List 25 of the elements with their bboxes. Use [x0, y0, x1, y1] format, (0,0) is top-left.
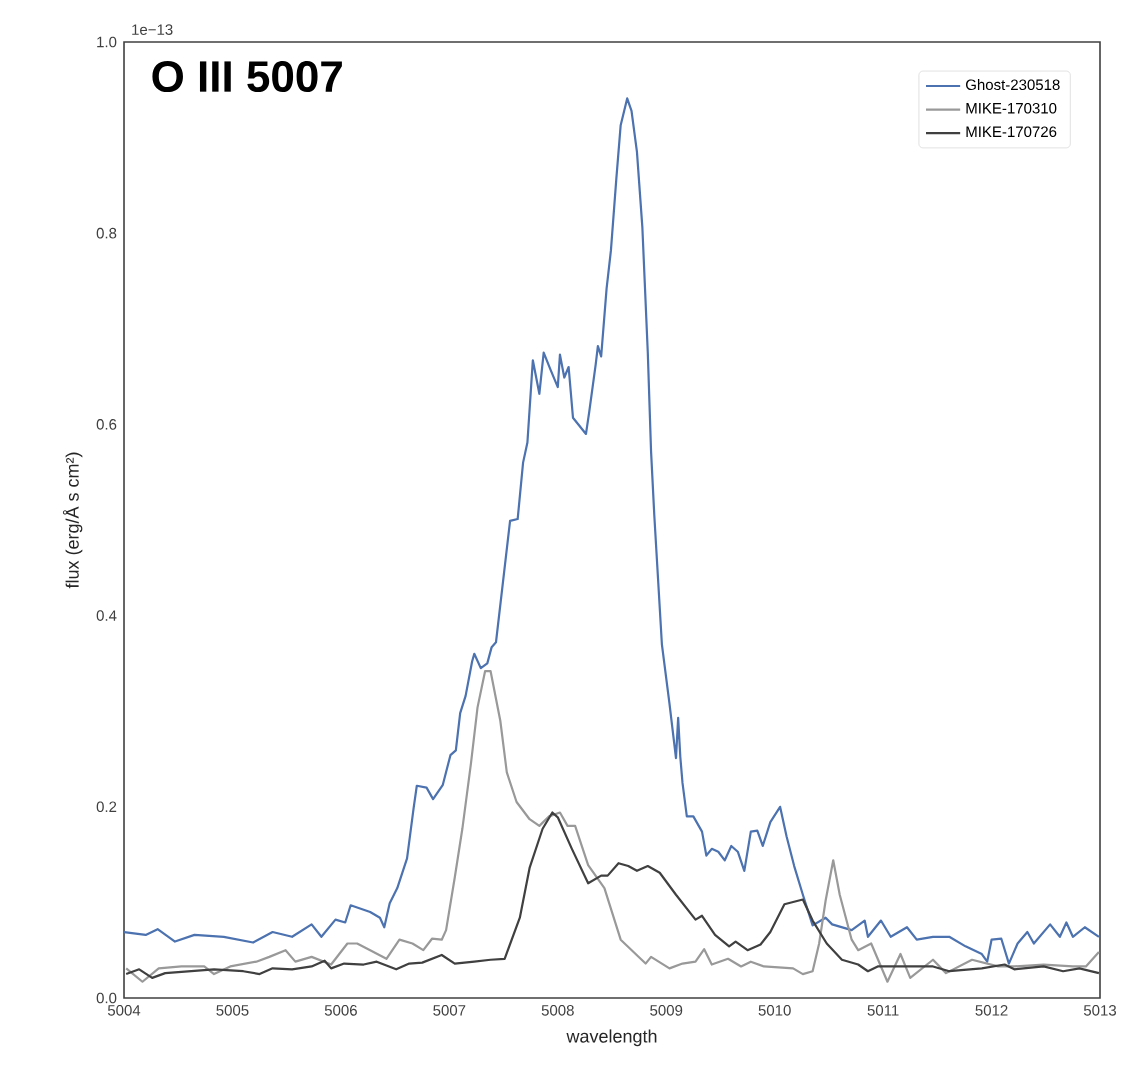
x-tick-label: 5004 — [107, 1005, 141, 1016]
x-tick-label: 5013 — [1083, 1005, 1117, 1016]
y-tick-label: 1.0 — [97, 36, 117, 48]
x-tick-label: 5005 — [216, 1005, 249, 1016]
legend-label: MIKE-170310 — [966, 102, 1057, 114]
line-series — [124, 97, 1100, 965]
x-tick-label: 5008 — [541, 1005, 574, 1016]
x-tick-label: 5009 — [650, 1005, 683, 1016]
x-tick-label: 5007 — [433, 1005, 466, 1016]
x-axis-title: wavelength — [566, 1029, 657, 1047]
y-tick-label: 0.8 — [96, 227, 117, 239]
legend-label: MIKE-170726 — [966, 126, 1057, 138]
y-tick-label: 0.0 — [96, 992, 117, 1004]
x-tick-label: 5011 — [867, 1005, 899, 1016]
legend-label: Ghost-230518 — [966, 79, 1060, 91]
chart-title: O III 5007 — [152, 60, 342, 93]
y-tick-label: 0.4 — [96, 610, 117, 621]
x-tick-label: 5006 — [324, 1005, 357, 1016]
x-tick-label: 5010 — [758, 1005, 791, 1016]
x-tick-label: 5012 — [975, 1005, 1008, 1016]
y-axis-title: flux (erg/Å s cm²) — [62, 452, 83, 589]
line-series — [125, 669, 1100, 983]
y-tick-label: 0.2 — [96, 801, 117, 813]
y-tick-label: 0.6 — [96, 419, 117, 430]
text: 1e−13 — [132, 24, 173, 35]
